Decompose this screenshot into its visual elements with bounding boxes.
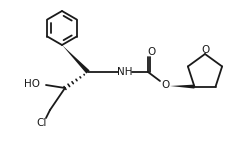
Text: O: O [161,80,169,90]
Text: HO: HO [24,79,40,89]
Polygon shape [62,45,90,74]
Polygon shape [170,85,194,89]
Text: NH: NH [117,67,133,77]
Text: Cl: Cl [37,118,47,128]
Text: O: O [148,47,156,57]
Text: O: O [202,45,210,55]
